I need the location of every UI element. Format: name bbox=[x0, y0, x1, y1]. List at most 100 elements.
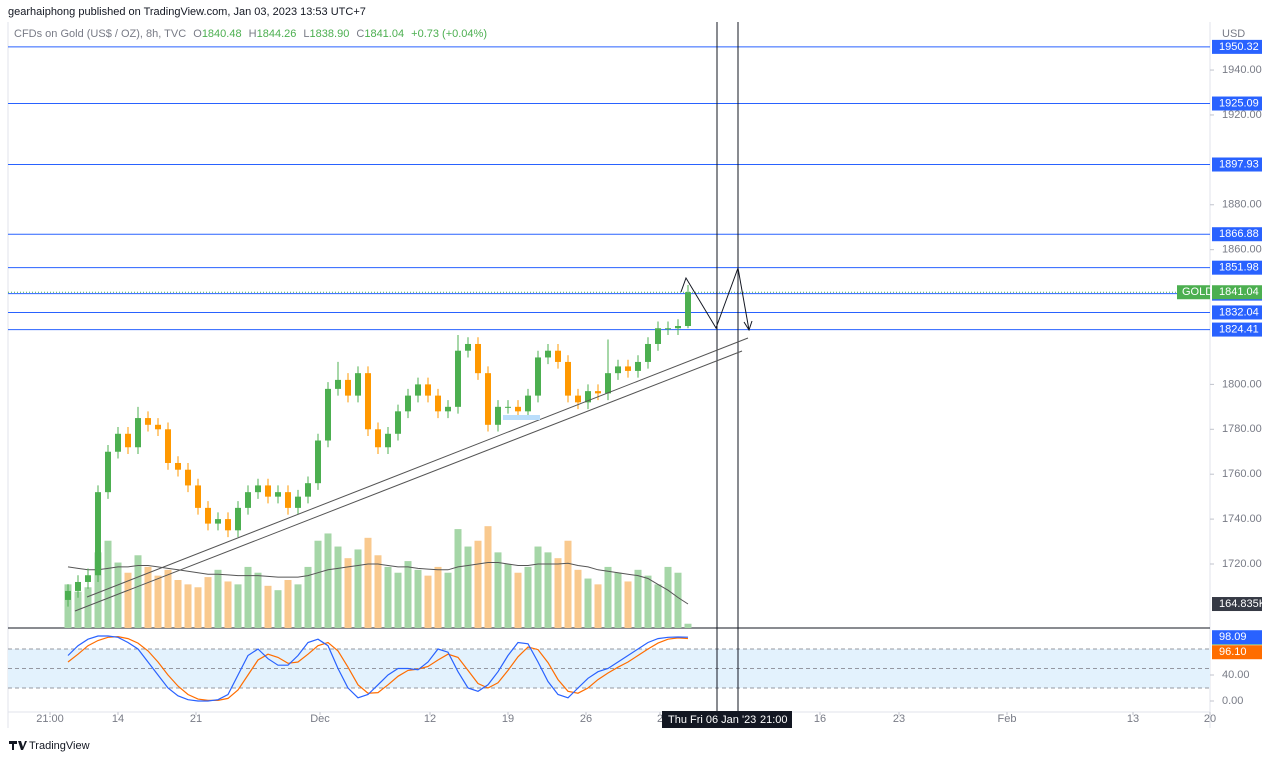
y-tick-label: 1760.00 bbox=[1222, 468, 1262, 480]
candle-body bbox=[125, 433, 131, 448]
ohlc-key: H bbox=[249, 28, 257, 40]
x-tick-label: 21 bbox=[190, 713, 202, 725]
candle-body bbox=[165, 429, 171, 463]
candle-body bbox=[425, 384, 431, 396]
crosshair-box bbox=[662, 711, 792, 728]
candle-body bbox=[135, 418, 141, 448]
x-tick-label: 2 bbox=[657, 713, 663, 725]
volume-bar bbox=[514, 572, 522, 628]
volume-bar bbox=[484, 526, 492, 628]
candle-body bbox=[355, 373, 361, 396]
volume-bar bbox=[664, 566, 672, 628]
volume-bar bbox=[444, 572, 452, 628]
volume-bar bbox=[414, 569, 422, 628]
price-label-bg bbox=[1212, 285, 1262, 300]
volume-bar bbox=[654, 584, 662, 628]
y-tick-label: 1880.00 bbox=[1222, 199, 1262, 211]
candle-body bbox=[155, 424, 161, 430]
ohlc-value: 1841.04 bbox=[364, 28, 404, 40]
volume-bar bbox=[334, 546, 342, 628]
y-tick-label: 1920.00 bbox=[1222, 109, 1262, 121]
volume-bar bbox=[634, 569, 642, 628]
candle-body bbox=[205, 507, 211, 524]
trend-line bbox=[86, 337, 749, 598]
osc-tick-label: 0.00 bbox=[1222, 695, 1243, 707]
ohlc-key: C bbox=[356, 28, 364, 40]
candle-body bbox=[95, 492, 101, 576]
y-tick-label: 1780.00 bbox=[1222, 423, 1262, 435]
candle-body bbox=[595, 391, 601, 394]
candle-body bbox=[625, 366, 631, 371]
x-tick-label: 19 bbox=[502, 713, 514, 725]
crosshair-label: Fri 06 Jan '23 bbox=[690, 714, 756, 726]
volume-bar bbox=[224, 581, 232, 628]
trend-line bbox=[74, 350, 743, 612]
candle-body bbox=[575, 395, 581, 403]
y-tick-label: 1800.00 bbox=[1222, 378, 1262, 390]
volume-bar bbox=[584, 578, 592, 628]
level-label: 1897.93 bbox=[1219, 158, 1259, 170]
candle-body bbox=[285, 492, 291, 508]
volume-bar bbox=[304, 566, 312, 628]
candle-body bbox=[185, 469, 191, 486]
volume-bar bbox=[674, 572, 682, 628]
legend: CFDs on Gold (US$ / OZ), 8h, TVC O1840.4… bbox=[14, 28, 487, 40]
projection-path bbox=[680, 266, 750, 331]
volume-bar bbox=[374, 555, 382, 628]
volume-bar bbox=[84, 587, 92, 628]
candle-body bbox=[675, 326, 681, 329]
x-tick-label: 12 bbox=[424, 713, 436, 725]
candle-body bbox=[565, 361, 571, 396]
level-label-bg bbox=[1212, 260, 1262, 275]
candle-body bbox=[685, 292, 691, 327]
candle-body bbox=[635, 361, 641, 371]
volume-bar bbox=[114, 562, 122, 628]
stoch-k-label: 98.09 bbox=[1219, 631, 1247, 643]
volume-bar bbox=[154, 575, 162, 628]
candle-body bbox=[345, 379, 351, 396]
osc-tick-label: 40.00 bbox=[1222, 669, 1250, 681]
candle-body bbox=[85, 575, 91, 582]
level-label: 1925.09 bbox=[1219, 97, 1259, 109]
level-label-bg bbox=[1212, 322, 1262, 337]
x-tick-label: 20 bbox=[1204, 713, 1216, 725]
arrow-head bbox=[743, 320, 753, 332]
candle-body bbox=[605, 373, 611, 394]
volume-bar bbox=[644, 575, 652, 628]
level-label: 1832.04 bbox=[1219, 306, 1259, 318]
candle-body bbox=[305, 483, 311, 497]
candle-body bbox=[445, 406, 451, 412]
candle-body bbox=[275, 492, 281, 497]
candle-body bbox=[105, 451, 111, 493]
ohlc-key: O bbox=[193, 28, 202, 40]
level-label-bg bbox=[1212, 227, 1262, 242]
candle-body bbox=[115, 433, 121, 452]
volume-bar bbox=[554, 558, 562, 628]
level-label-bg bbox=[1212, 157, 1262, 172]
x-tick-label: Feb bbox=[998, 713, 1017, 725]
candle-body bbox=[505, 406, 511, 408]
candle-body bbox=[585, 391, 591, 403]
currency: USD bbox=[1222, 28, 1245, 40]
volume-bar bbox=[284, 580, 292, 628]
crosshair-label: Thu bbox=[668, 714, 687, 726]
volume-bar bbox=[244, 566, 252, 628]
stoch-k-label-bg bbox=[1212, 630, 1262, 645]
level-label-bg bbox=[1212, 39, 1262, 54]
x-tick-label: 23 bbox=[893, 713, 905, 725]
candle-body bbox=[375, 429, 381, 448]
level-label: 1866.88 bbox=[1219, 228, 1259, 240]
volume-bar bbox=[524, 566, 532, 628]
candle-body bbox=[415, 384, 421, 396]
volume-ma-label: 164.835K bbox=[1219, 598, 1267, 610]
volume-bar bbox=[464, 546, 472, 628]
crosshair-label: 21:00 bbox=[760, 714, 788, 726]
candle-body bbox=[145, 418, 151, 425]
x-tick-label: Dec bbox=[310, 713, 330, 725]
candle-body bbox=[325, 388, 331, 441]
x-tick-label: 14 bbox=[112, 713, 124, 725]
volume-bar bbox=[94, 552, 102, 628]
candle-body bbox=[175, 462, 181, 470]
candle-body bbox=[555, 350, 561, 362]
stoch-k bbox=[67, 635, 689, 702]
